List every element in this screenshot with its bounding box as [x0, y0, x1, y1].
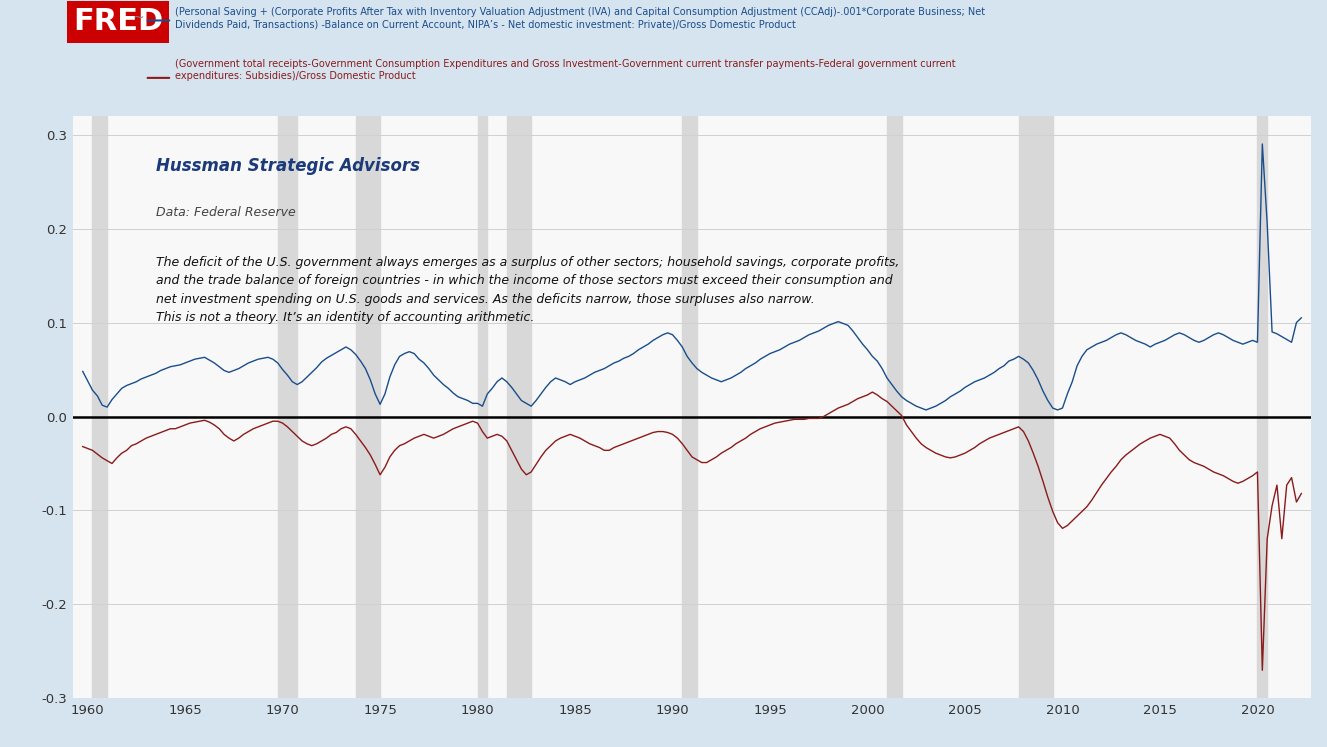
Bar	[277, 116, 297, 698]
Bar	[1258, 116, 1267, 698]
Bar	[478, 116, 487, 698]
Bar	[682, 116, 697, 698]
Text: Data: Federal Reserve: Data: Federal Reserve	[155, 206, 296, 219]
Bar	[93, 116, 107, 698]
Text: (Personal Saving + (Corporate Profits After Tax with Inventory Valuation Adjustm: (Personal Saving + (Corporate Profits Af…	[175, 7, 985, 29]
Bar	[886, 116, 901, 698]
Bar	[1019, 116, 1052, 698]
Text: (Government total receipts-Government Consumption Expenditures and Gross Investm: (Government total receipts-Government Co…	[175, 60, 955, 81]
Text: The deficit of the U.S. government always emerges as a surplus of other sectors;: The deficit of the U.S. government alway…	[155, 255, 900, 324]
Bar	[507, 116, 531, 698]
Text: FRED: FRED	[73, 7, 163, 37]
Text: Hussman Strategic Advisors: Hussman Strategic Advisors	[155, 157, 419, 175]
Text: ~: ~	[133, 10, 145, 25]
Bar	[356, 116, 380, 698]
